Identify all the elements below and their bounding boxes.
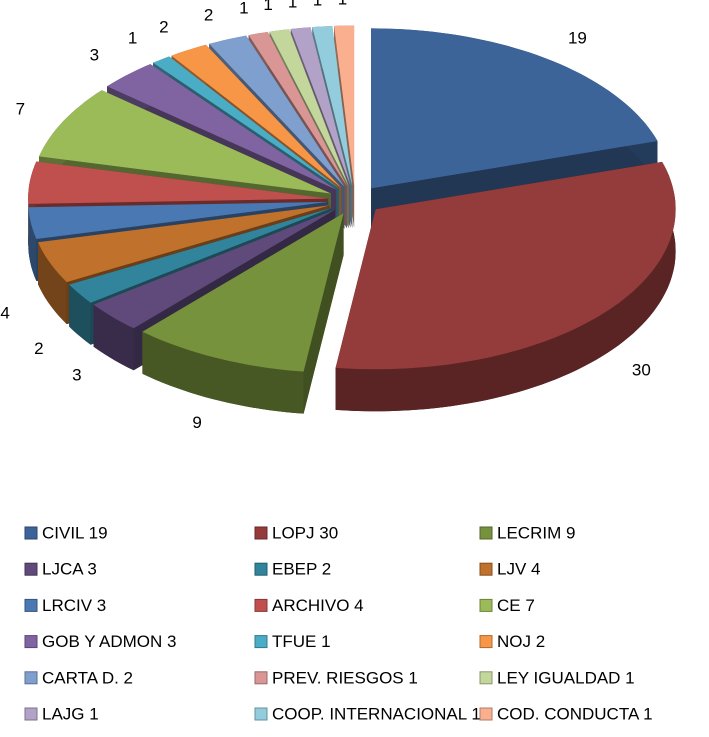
legend-label: LJCA 3 xyxy=(42,560,97,579)
slice-top xyxy=(28,161,329,204)
legend-swatch xyxy=(479,526,493,540)
pie-slice xyxy=(142,213,344,414)
legend-swatch xyxy=(479,598,493,612)
legend-label: LRCIV 3 xyxy=(42,596,106,615)
legend-swatch xyxy=(24,562,38,576)
legend-swatch xyxy=(479,707,493,721)
data-label: 1 xyxy=(313,0,322,9)
data-label: 30 xyxy=(632,361,651,380)
legend-label: COOP. INTERNACIONAL 1 xyxy=(272,704,481,723)
data-label: 19 xyxy=(568,28,587,47)
legend-swatch xyxy=(254,671,268,685)
slice-wall xyxy=(142,331,304,414)
slice-top xyxy=(93,209,335,329)
data-label: 2 xyxy=(34,339,43,358)
data-label: 9 xyxy=(192,413,201,432)
slice-top xyxy=(39,90,331,194)
legend-label: PREV. RIESGOS 1 xyxy=(272,668,418,687)
data-label: 2 xyxy=(159,17,168,36)
legend-label: ARCHIVO 4 xyxy=(272,596,364,615)
legend-label: LECRIM 9 xyxy=(497,523,575,542)
slice-top xyxy=(269,29,349,187)
legend-label: CARTA D. 2 xyxy=(42,668,133,687)
legend-label: LOPJ 30 xyxy=(272,523,338,542)
slice-top xyxy=(28,201,329,239)
slice-top xyxy=(69,207,333,303)
slice-top xyxy=(153,56,339,189)
slice-top xyxy=(335,161,676,370)
legend-swatch xyxy=(479,635,493,649)
legend-swatch xyxy=(24,635,38,649)
data-label: 1 xyxy=(338,0,347,9)
slice-top xyxy=(248,31,347,187)
legend-label: TFUE 1 xyxy=(272,632,331,651)
data-label: 7 xyxy=(16,99,25,118)
slice-wall xyxy=(28,207,37,281)
legend-swatch xyxy=(24,598,38,612)
slice-top xyxy=(312,26,353,186)
data-label: 3 xyxy=(72,366,81,385)
data-label: 2 xyxy=(204,5,213,24)
legend-swatch xyxy=(24,526,38,540)
legend-swatch xyxy=(254,707,268,721)
slice-top xyxy=(107,64,337,190)
data-label: 3 xyxy=(90,46,99,65)
slice-top xyxy=(209,35,345,187)
slice-wall xyxy=(69,284,91,345)
slice-wall xyxy=(93,304,134,371)
slice-side xyxy=(303,213,344,414)
slice-top xyxy=(290,27,351,186)
legend-label: COD. CONDUCTA 1 xyxy=(497,704,653,723)
slice-top xyxy=(171,44,342,188)
legend-swatch xyxy=(254,562,268,576)
slice-wall xyxy=(38,242,67,325)
legend-label: GOB Y ADMON 3 xyxy=(42,632,176,651)
legend-swatch xyxy=(479,671,493,685)
legend-swatch xyxy=(254,635,268,649)
slice-top xyxy=(38,205,330,283)
slice-top xyxy=(142,213,344,372)
pie-slice xyxy=(335,161,676,412)
legend-swatch xyxy=(254,598,268,612)
legend-swatch xyxy=(479,562,493,576)
legend-label: CE 7 xyxy=(497,596,535,615)
legend-swatch xyxy=(254,526,268,540)
legend-label: NOJ 2 xyxy=(497,632,545,651)
legend-swatch xyxy=(24,671,38,685)
slice-top xyxy=(371,28,658,189)
legend-label: LJV 4 xyxy=(497,560,540,579)
data-label: 1 xyxy=(239,0,248,17)
data-label: 4 xyxy=(0,303,9,322)
legend-label: LEY IGUALDAD 1 xyxy=(497,668,635,687)
legend-swatch xyxy=(24,707,38,721)
slice-top xyxy=(334,25,355,186)
slice-wall xyxy=(335,161,676,412)
legend-label: EBEP 2 xyxy=(272,560,331,579)
legend-label: CIVIL 19 xyxy=(42,523,108,542)
legend-label: LAJG 1 xyxy=(42,704,99,723)
data-label: 1 xyxy=(288,0,297,11)
data-label: 1 xyxy=(128,28,137,47)
pie-slice xyxy=(371,28,658,231)
data-label: 1 xyxy=(263,0,272,14)
